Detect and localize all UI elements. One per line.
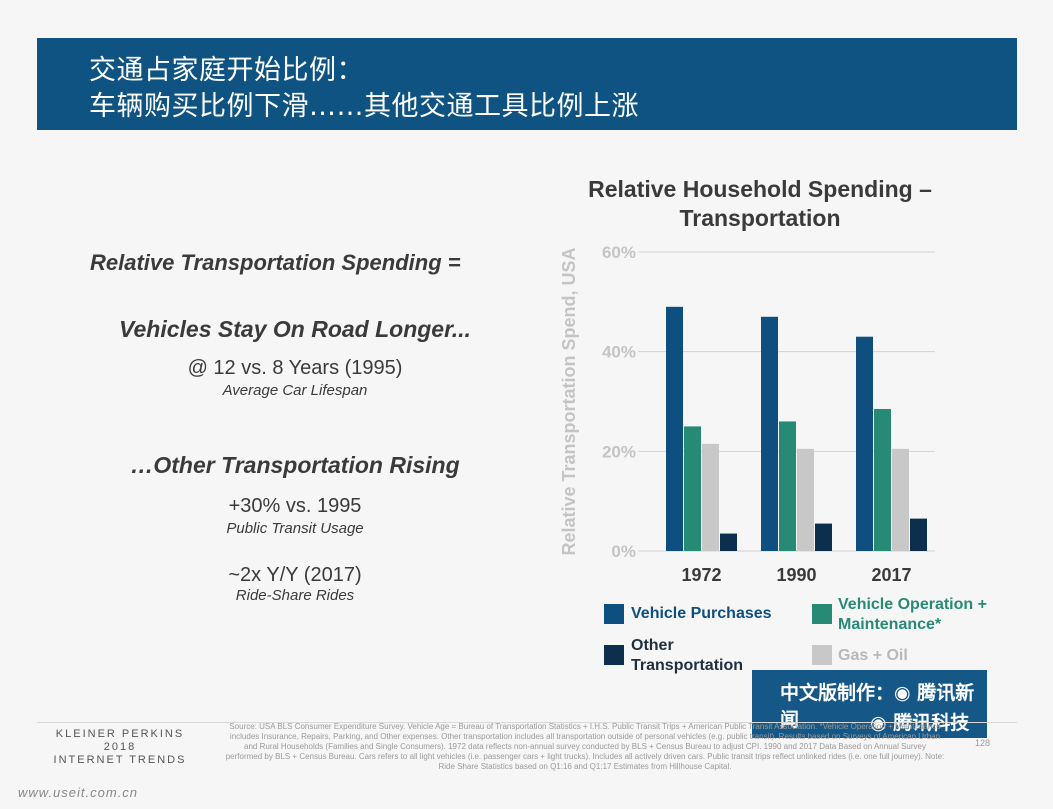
x-tick-label: 1972 bbox=[681, 565, 721, 585]
legend-swatch-vehicle-operation bbox=[812, 604, 832, 624]
kp-name: KLEINER PERKINS bbox=[55, 728, 185, 740]
site-watermark: www.useit.com.cn bbox=[18, 785, 139, 800]
y-tick-label: 20% bbox=[602, 442, 636, 461]
legend-label-gas-oil: Gas + Oil bbox=[838, 647, 908, 664]
y-tick-label: 60% bbox=[602, 243, 636, 262]
x-tick-label: 1990 bbox=[776, 565, 816, 585]
lifespan-caption: Average Car Lifespan bbox=[222, 382, 368, 399]
bar-1990-1 bbox=[779, 421, 796, 551]
header-banner: 交通占家庭开始比例： 车辆购买比例下滑……其他交通工具比例上涨 bbox=[37, 38, 1017, 130]
y-tick-label: 0% bbox=[611, 542, 636, 561]
header-title-line2: 车辆购买比例下滑……其他交通工具比例上涨 bbox=[89, 91, 639, 122]
vehicles-heading: Vehicles Stay On Road Longer... bbox=[119, 316, 471, 342]
legend-label-other-1: Other bbox=[631, 637, 674, 654]
source-note: Source: USA BLS Consumer Expenditure Sur… bbox=[225, 722, 945, 771]
legend-label-other-2: Transportation bbox=[631, 657, 744, 674]
x-tick-label: 2017 bbox=[871, 565, 911, 585]
rideshare-value: ~2x Y/Y (2017) bbox=[228, 564, 362, 586]
page-number: 128 bbox=[975, 738, 991, 748]
kp-report: INTERNET TRENDS bbox=[53, 754, 187, 766]
bar-1972-2 bbox=[702, 443, 719, 551]
legend-label-vehicle-purchases: Vehicle Purchases bbox=[631, 605, 772, 622]
chart-title: Relative Household Spending – Transporta… bbox=[588, 176, 932, 231]
y-axis-label: Relative Transportation Spend, USA bbox=[559, 247, 579, 555]
other-transport-heading: …Other Transportation Rising bbox=[130, 452, 460, 478]
y-tick-label: 40% bbox=[602, 343, 636, 362]
bar-2017-0 bbox=[856, 336, 873, 551]
equation-heading: Relative Transportation Spending = bbox=[90, 250, 461, 275]
legend-label-vehicle-operation-1: Vehicle Operation + bbox=[838, 596, 987, 613]
lifespan-value: @ 12 vs. 8 Years (1995) bbox=[187, 357, 403, 379]
kp-year: 2018 bbox=[103, 741, 137, 753]
bar-1972-3 bbox=[720, 533, 737, 551]
kleiner-perkins-logo: KLEINER PERKINS 2018 INTERNET TRENDS bbox=[40, 728, 200, 767]
bar-2017-3 bbox=[910, 518, 927, 551]
bar-1990-0 bbox=[761, 316, 778, 551]
bar-chart: 0% 20% 40% 60% Relative Transportation Spend… bbox=[559, 243, 935, 585]
bar-2017-1 bbox=[874, 408, 891, 551]
footer-divider bbox=[37, 722, 1017, 723]
header-title-line1: 交通占家庭开始比例： bbox=[89, 55, 364, 86]
legend-swatch-gas-oil bbox=[812, 645, 832, 665]
tencent-watermark-box: 中文版制作：◉ 腾讯新闻 ◉ 腾讯科技 bbox=[752, 670, 987, 738]
bar-1972-0 bbox=[666, 306, 683, 551]
watermark-line2: ◉ 腾讯科技 bbox=[870, 712, 970, 734]
bar-2017-2 bbox=[892, 448, 909, 551]
legend-label-vehicle-operation-2: Maintenance* bbox=[838, 616, 942, 633]
bar-1972-1 bbox=[684, 426, 701, 551]
watermark-line1: 中文版制作：◉ 腾讯新闻 bbox=[780, 682, 975, 731]
bar-1990-2 bbox=[797, 448, 814, 551]
bar-1990-3 bbox=[815, 523, 832, 551]
legend-swatch-other-transportation bbox=[604, 645, 624, 665]
transit-caption: Public Transit Usage bbox=[226, 520, 364, 537]
left-text-panel: Relative Transportation Spending = Vehic… bbox=[60, 230, 530, 630]
rideshare-caption: Ride-Share Rides bbox=[235, 587, 355, 604]
legend-swatch-vehicle-purchases bbox=[604, 604, 624, 624]
transit-value: +30% vs. 1995 bbox=[228, 495, 362, 517]
